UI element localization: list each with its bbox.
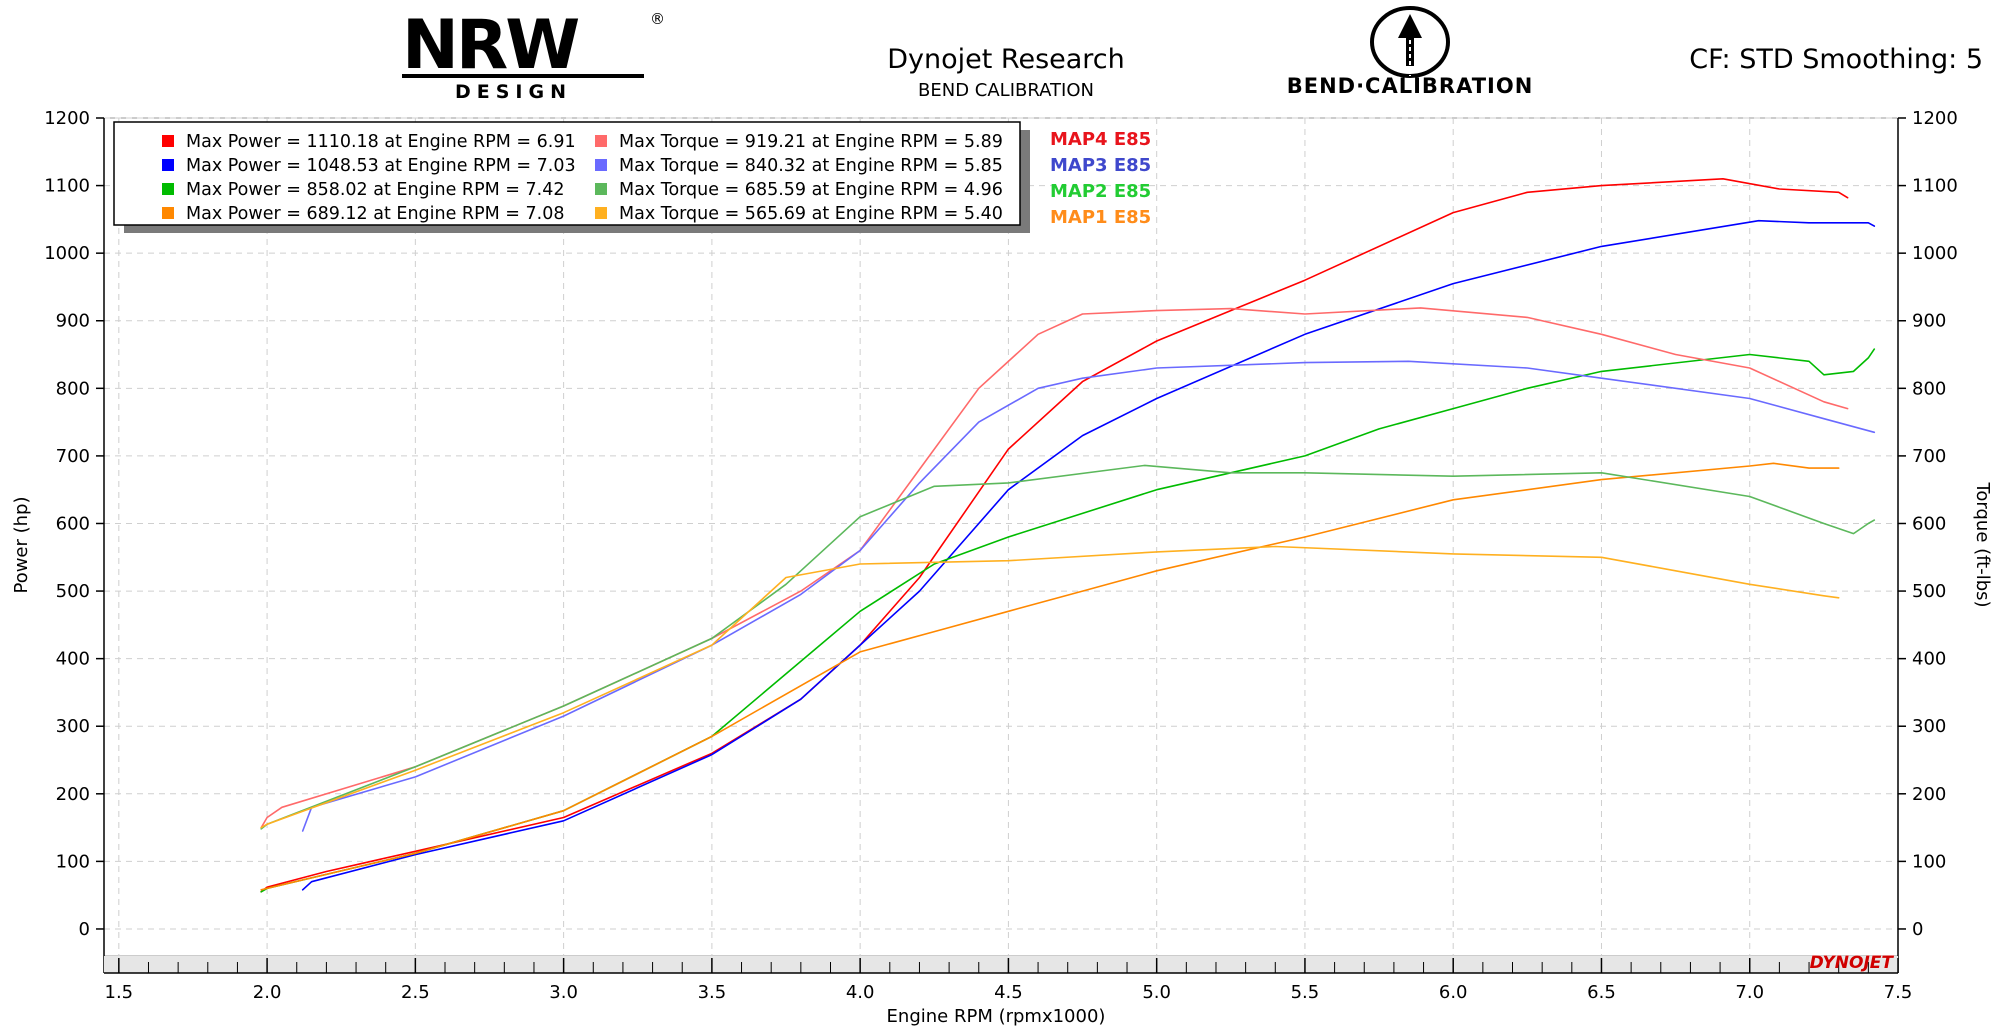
x-tick-label: 7.5 [1884,982,1913,1003]
logo-design-text: DESIGN [455,81,572,103]
y-tick-label: 400 [56,649,90,670]
x-tick-label: 3.5 [698,982,727,1003]
y-tick-label: 300 [56,716,90,737]
x-tick-label: 2.5 [401,982,430,1003]
map-label: MAP1 E85 [1050,207,1151,228]
legend-entry-power: Max Power = 858.02 at Engine RPM = 7.42 [186,180,565,200]
axis-ticks: 0 0 100 100 200 200 300 300 400 400 500 500 600 600 70… [44,108,1958,1003]
x-tick-label: 2.0 [253,982,282,1003]
legend-swatch-power [162,135,174,147]
legend-swatch-torque [595,207,607,219]
x-tick-label: 6.5 [1587,982,1616,1003]
x-axis-title: Engine RPM (rpmx1000) [887,1006,1106,1027]
nrw-design-logo: NRW ® DESIGN [402,6,665,103]
series-line-map3-e85-power [301,219,1876,891]
plot-area [103,117,1899,957]
logo-registered-mark: ® [650,10,665,28]
x-tick-label: 1.5 [105,982,134,1003]
legend-entry-torque: Max Torque = 685.59 at Engine RPM = 4.96 [619,180,1003,200]
y2-tick-label: 800 [1912,378,1946,399]
x-tick-label: 3.0 [549,982,578,1003]
legend: Max Power = 1110.18 at Engine RPM = 6.91… [113,121,1030,233]
y-tick-label: 600 [56,513,90,534]
legend-swatch-torque [595,183,607,195]
x-tick-label: 4.0 [846,982,875,1003]
y2-tick-label: 900 [1912,311,1946,332]
y2-tick-label: 700 [1912,446,1946,467]
y2-tick-label: 1000 [1912,243,1958,264]
y-tick-label: 0 [79,919,90,940]
series-line-map1-e85-torque [260,545,1840,829]
y-tick-label: 800 [56,378,90,399]
bend-calibration-logo: BEND·CALIBRATION [1287,6,1534,98]
y-tick-label: 1100 [44,176,90,197]
bend-logo-arrow-icon [1398,14,1422,38]
legend-swatch-torque [595,159,607,171]
x-tick-label: 6.0 [1439,982,1468,1003]
y-tick-label: 700 [56,446,90,467]
y2-tick-label: 100 [1912,851,1946,872]
x-tick-ruler [104,956,1898,973]
legend-entry-torque: Max Torque = 840.32 at Engine RPM = 5.85 [619,156,1003,176]
legend-swatch-power [162,159,174,171]
y2-tick-label: 0 [1912,919,1923,940]
y2-tick-label: 400 [1912,649,1946,670]
map-label: MAP4 E85 [1050,129,1151,150]
y2-tick-label: 1100 [1912,176,1958,197]
y-tick-label: 100 [56,851,90,872]
cf-smoothing-label: CF: STD Smoothing: 5 [1689,44,1983,75]
legend-entry-power: Max Power = 689.12 at Engine RPM = 7.08 [186,204,565,224]
y2-tick-label: 500 [1912,581,1946,602]
y-axis-title: Power (hp) [11,496,32,593]
series-line-map2-e85-torque [260,464,1876,830]
map-label: MAP3 E85 [1050,155,1151,176]
y-tick-label: 200 [56,784,90,805]
legend-swatch-torque [595,135,607,147]
chart-header-subtitle: BEND CALIBRATION [918,80,1094,101]
x-tick-label: 5.0 [1142,982,1171,1003]
y-tick-label: 1200 [44,108,90,129]
legend-swatch-power [162,207,174,219]
series-line-map3-e85-torque [301,360,1876,832]
map-labels: MAP4 E85 MAP3 E85 MAP2 E85 MAP1 E85 [1050,129,1151,228]
legend-box [113,121,1021,226]
legend-swatch-power [162,183,174,195]
legend-entry-power: Max Power = 1048.53 at Engine RPM = 7.03 [186,156,576,176]
y2-tick-label: 200 [1912,784,1946,805]
bend-logo-text: BEND·CALIBRATION [1287,74,1534,98]
logo-nrw-text: NRW [402,6,578,85]
dynojet-brand-mark: DYNOJET [1810,953,1895,973]
legend-entry-torque: Max Torque = 565.69 at Engine RPM = 5.40 [619,204,1003,224]
y-tick-label: 500 [56,581,90,602]
x-tick-label: 7.0 [1735,982,1764,1003]
x-tick-label: 4.5 [994,982,1023,1003]
y2-tick-label: 300 [1912,716,1946,737]
legend-entry-power: Max Power = 1110.18 at Engine RPM = 6.91 [186,132,576,152]
logo-underline [402,74,644,78]
x-tick-label: 5.5 [1291,982,1320,1003]
y-tick-label: 900 [56,311,90,332]
chart-header-title: Dynojet Research [887,44,1125,75]
series-line-map1-e85-power [260,462,1840,891]
map-label: MAP2 E85 [1050,181,1151,202]
y2-tick-label: 600 [1912,513,1946,534]
y-tick-label: 1000 [44,243,90,264]
chart-series [260,178,1876,893]
y2-tick-label: 1200 [1912,108,1958,129]
legend-entry-torque: Max Torque = 919.21 at Engine RPM = 5.89 [619,132,1003,152]
y2-axis-title: Torque (ft-lbs) [1972,481,1993,607]
